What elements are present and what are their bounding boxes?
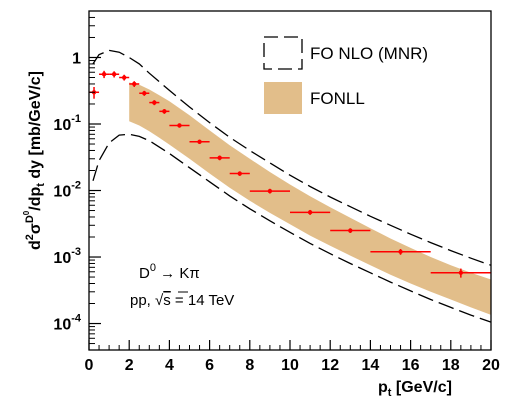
x-tick-label: 2 <box>125 357 134 374</box>
data-point <box>189 139 210 145</box>
legend-fonll-swatch <box>264 82 302 114</box>
ticks-layer: 0 2 4 6 8 10 12 14 16 18 20 10-4 10-3 10-2 10-1 1 <box>53 16 500 374</box>
data-point <box>430 268 491 278</box>
data-point-marker <box>142 91 147 96</box>
nlo-lines-layer <box>92 49 492 323</box>
x-tick-label: 0 <box>85 357 94 374</box>
data-point-marker <box>111 72 117 77</box>
data-point-marker <box>121 75 127 80</box>
data-point <box>330 228 371 233</box>
fonll-band-layer <box>129 82 491 315</box>
x-tick-label: 14 <box>362 357 380 374</box>
data-point <box>129 81 140 87</box>
data-point-marker <box>348 228 353 233</box>
x-tick-label: 18 <box>442 357 460 374</box>
y-tick-label: 1 <box>72 50 81 67</box>
data-point <box>249 188 290 194</box>
data-point-marker <box>237 171 242 176</box>
x-axis-title: pt [GeV/c] <box>378 379 452 399</box>
x-tick-label: 12 <box>321 357 339 374</box>
data-point-marker <box>197 139 202 144</box>
data-point <box>209 155 230 161</box>
data-point-marker <box>177 123 182 128</box>
data-point-marker <box>217 155 222 161</box>
y-tick-label: 10-4 <box>53 313 81 334</box>
x-tick-label: 16 <box>402 357 420 374</box>
data-point <box>370 249 431 255</box>
data-point <box>290 209 331 215</box>
data-point <box>139 90 150 96</box>
sqrt-symbol: √ <box>155 292 164 309</box>
legend-fonll-label: FONLL <box>310 89 365 108</box>
decay-annotation: D0 → Kπ <box>139 262 200 282</box>
fonll-band <box>129 82 491 315</box>
y-axis-title: d2σD0/dpt dy [mb/GeV/c] <box>22 71 47 250</box>
data-point-marker <box>307 210 313 215</box>
data-point <box>149 100 160 106</box>
nlo-upper-line <box>92 49 492 266</box>
system-annotation: pp, √s = 14 TeV <box>130 292 234 309</box>
data-point <box>119 74 130 81</box>
data-point <box>109 71 120 78</box>
x-tick-label: 10 <box>281 357 299 374</box>
data-points-layer <box>89 70 491 278</box>
data-point-marker <box>132 81 137 87</box>
y-tick-label: 10-2 <box>53 180 81 201</box>
data-point-marker <box>101 72 107 77</box>
y-tick-label: 10-3 <box>53 246 81 267</box>
x-tick-label: 8 <box>245 357 254 374</box>
x-tick-label: 6 <box>205 357 214 374</box>
legend: FO NLO (MNR) FONLL <box>263 36 428 114</box>
legend-nlo-label: FO NLO (MNR) <box>310 44 428 63</box>
x-tick-label: 20 <box>482 357 500 374</box>
x-tick-label: 4 <box>165 357 174 374</box>
data-point <box>89 86 100 99</box>
data-point-marker <box>398 249 403 254</box>
data-point-marker <box>458 270 464 275</box>
data-point <box>229 171 250 176</box>
legend-nlo-swatch <box>263 36 303 70</box>
data-point <box>169 123 190 128</box>
data-point-marker <box>162 109 167 114</box>
y-tick-label: 10-1 <box>53 113 81 134</box>
data-point-marker <box>152 100 157 105</box>
data-point-marker <box>267 188 273 194</box>
data-point <box>99 70 110 79</box>
data-point <box>159 109 170 114</box>
